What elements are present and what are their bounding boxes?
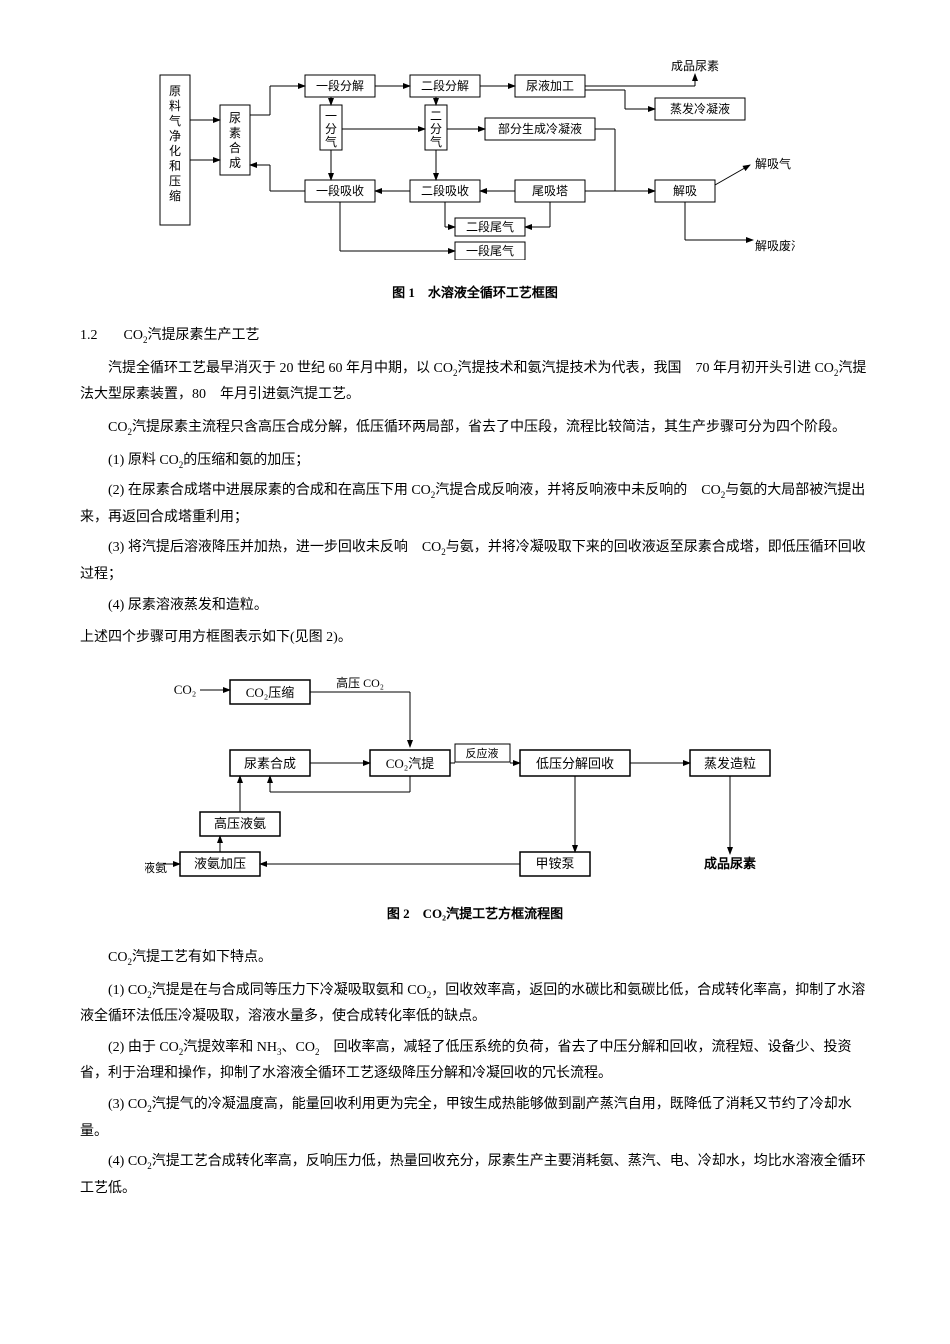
paragraph: CO2汽提尿素主流程只含高压合成分解，低压循环两局部，省去了中压段，流程比较简洁… bbox=[80, 415, 870, 442]
svg-text:一段尾气: 一段尾气 bbox=[466, 243, 514, 258]
svg-text:甲铵泵: 甲铵泵 bbox=[535, 856, 574, 871]
svg-text:二段分解: 二段分解 bbox=[421, 78, 469, 93]
step-1: (1) 原料 CO2的压缩和氨的加压； bbox=[80, 448, 870, 475]
svg-text:液氨加压: 液氨加压 bbox=[194, 856, 246, 871]
svg-text:一: 一 bbox=[325, 109, 337, 123]
paragraph: CO2汽提工艺有如下特点。 bbox=[80, 945, 870, 972]
point-3: (3) CO2汽提气的冷凝温度高，能量回收利用更为完全，甲铵生成热能够做到副产蒸… bbox=[80, 1092, 870, 1145]
svg-text:低压分解回收: 低压分解回收 bbox=[536, 756, 614, 771]
svg-text:高压 CO₂: 高压 CO₂ bbox=[336, 675, 384, 690]
svg-text:成品尿素: 成品尿素 bbox=[671, 60, 719, 73]
figure-1: 原 料 气 净 化 和 压 缩 尿 素 合 成 一段分解 二段分解 尿液加工 成… bbox=[80, 60, 870, 271]
svg-text:高压液氨: 高压液氨 bbox=[214, 816, 266, 831]
svg-text:分: 分 bbox=[325, 122, 337, 136]
svg-text:一段分解: 一段分解 bbox=[316, 78, 364, 93]
paragraph: 上述四个步骤可用方框图表示如下(见图 2)。 bbox=[80, 625, 870, 652]
svg-text:二段吸收: 二段吸收 bbox=[421, 183, 469, 198]
step-2: (2) 在尿素合成塔中进展尿素的合成和在高压下用 CO2汽提合成反响液，并将反响… bbox=[80, 478, 870, 531]
svg-text:尿液加工: 尿液加工 bbox=[526, 78, 574, 93]
svg-text:和: 和 bbox=[169, 159, 181, 173]
svg-text:合: 合 bbox=[229, 140, 241, 155]
svg-text:蒸发造粒: 蒸发造粒 bbox=[704, 756, 756, 771]
section-1-2-heading: 1.2 CO2汽提尿素生产工艺 bbox=[80, 323, 870, 350]
step-3: (3) 将汽提后溶液降压并加热，进一步回收未反响 CO2与氨，并将冷凝吸取下来的… bbox=[80, 535, 870, 588]
svg-text:解吸废液: 解吸废液 bbox=[755, 238, 795, 253]
svg-text:料: 料 bbox=[169, 99, 181, 113]
svg-text:尾吸塔: 尾吸塔 bbox=[532, 184, 568, 198]
svg-text:二段尾气: 二段尾气 bbox=[466, 219, 514, 234]
svg-text:分: 分 bbox=[430, 122, 442, 136]
svg-text:蒸发冷凝液: 蒸发冷凝液 bbox=[670, 101, 730, 116]
step-4: (4) 尿素溶液蒸发和造粒。 bbox=[80, 593, 870, 620]
svg-text:尿: 尿 bbox=[229, 111, 241, 125]
svg-text:反应液: 反应液 bbox=[466, 746, 499, 760]
svg-text:解吸: 解吸 bbox=[673, 184, 697, 198]
svg-text:一段吸收: 一段吸收 bbox=[316, 183, 364, 198]
svg-text:素: 素 bbox=[229, 126, 241, 140]
svg-text:压: 压 bbox=[169, 174, 181, 188]
svg-text:二: 二 bbox=[430, 109, 442, 123]
svg-text:CO₂: CO₂ bbox=[174, 682, 197, 697]
svg-text:气: 气 bbox=[325, 134, 337, 149]
svg-text:净: 净 bbox=[169, 129, 181, 143]
figure-2-caption: 图 2 CO₂汽提工艺方框流程图 bbox=[80, 902, 870, 927]
svg-text:部分生成冷凝液: 部分生成冷凝液 bbox=[498, 121, 582, 136]
svg-text:气: 气 bbox=[169, 113, 181, 128]
svg-text:原: 原 bbox=[169, 84, 181, 98]
figure-1-caption: 图 1 水溶液全循环工艺框图 bbox=[80, 281, 870, 306]
svg-text:液氨: 液氨 bbox=[145, 860, 167, 875]
svg-text:CO₂压缩: CO₂压缩 bbox=[246, 685, 295, 700]
paragraph: 汽提全循环工艺最早消灭于 20 世纪 60 年月中期，以 CO2汽提技术和氨汽提… bbox=[80, 356, 870, 409]
point-1: (1) CO2汽提是在与合成同等压力下冷凝吸取氨和 CO2，回收效率高，返回的水… bbox=[80, 978, 870, 1031]
svg-text:解吸气: 解吸气 bbox=[755, 156, 791, 171]
svg-text:CO₂汽提: CO₂汽提 bbox=[386, 756, 435, 771]
svg-text:化: 化 bbox=[169, 144, 181, 158]
svg-text:成品尿素: 成品尿素 bbox=[704, 856, 756, 871]
point-4: (4) CO2汽提工艺合成转化率高，反响压力低，热量回收充分，尿素生产主要消耗氨… bbox=[80, 1149, 870, 1202]
figure-2: CO₂ CO₂压缩 高压 CO₂ 尿素合成 CO₂汽提 低压分解回收 蒸发造粒 … bbox=[80, 672, 870, 893]
svg-text:缩: 缩 bbox=[169, 188, 181, 203]
svg-text:气: 气 bbox=[430, 134, 442, 149]
point-2: (2) 由于 CO2汽提效率和 NH3、CO2 回收率高，减轻了低压系统的负荷，… bbox=[80, 1035, 870, 1088]
svg-text:尿素合成: 尿素合成 bbox=[244, 756, 296, 771]
svg-text:成: 成 bbox=[229, 156, 241, 170]
